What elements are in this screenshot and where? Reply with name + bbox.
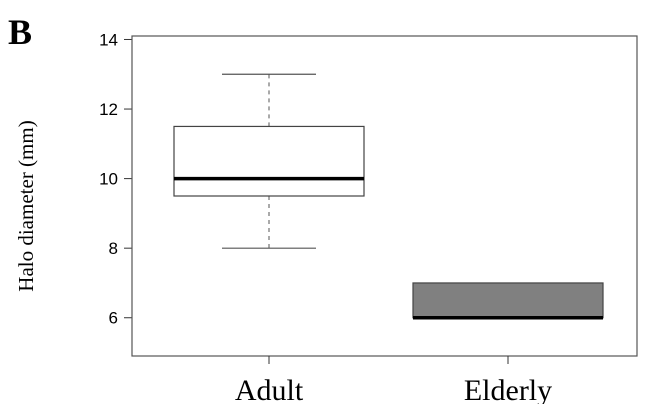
y-tick-label: 6: [109, 309, 118, 328]
y-axis: 6 8 10 12 14: [99, 30, 132, 328]
iqr-box: [173, 125, 365, 197]
y-tick-label: 14: [99, 30, 118, 49]
boxes-group: [173, 73, 604, 320]
iqr-box: [412, 282, 604, 319]
x-category-label: Elderly: [464, 374, 552, 404]
y-axis-label: Halo diameter (mm): [14, 120, 38, 291]
y-tick-label: 8: [109, 239, 118, 258]
x-category-label: Adult: [235, 374, 304, 404]
box-elderly: [412, 282, 604, 320]
x-axis: Adult Elderly: [235, 356, 552, 404]
y-tick-label: 10: [99, 170, 118, 189]
box-adult: [173, 73, 365, 249]
plot-frame: [131, 35, 638, 357]
y-tick-label: 12: [99, 100, 118, 119]
panel-label: B: [8, 12, 32, 52]
